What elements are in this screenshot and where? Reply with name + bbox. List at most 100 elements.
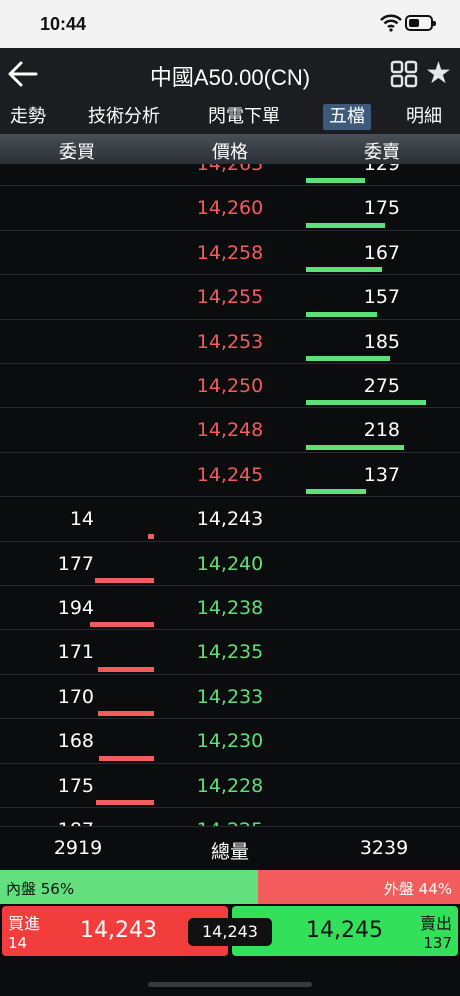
- star-favorite-icon[interactable]: ★: [425, 56, 452, 91]
- sell-price: 14,245: [306, 918, 383, 943]
- bid-column-label: 委買: [59, 142, 95, 163]
- battery-icon: [405, 15, 436, 31]
- tab-details[interactable]: 明細: [406, 106, 442, 127]
- ask-price: 14,245: [196, 463, 264, 486]
- ask-volume-bar: [306, 222, 385, 228]
- tab-order-book[interactable]: 五檔: [323, 104, 371, 130]
- bid-price: 14,230: [196, 730, 264, 753]
- ask-price: 14,250: [196, 375, 264, 397]
- buy-qty: 14: [8, 934, 28, 952]
- bid-quantity: 194: [57, 597, 94, 619]
- sell-label: 賣出: [419, 914, 452, 933]
- order-book[interactable]: 14,263 129 14,260 175 14,258 167 14,255 157 14,2…: [0, 164, 460, 826]
- ask-row[interactable]: 14,248 218: [0, 408, 460, 453]
- tab-quick-order[interactable]: 閃電下單: [208, 106, 280, 127]
- last-price-badge: 14,243: [188, 918, 272, 946]
- ask-price: 14,253: [196, 330, 264, 353]
- bid-volume-bar: [98, 666, 154, 672]
- wifi-icon: [380, 14, 402, 32]
- bid-price: 14,240: [196, 552, 264, 575]
- total-label: 總量: [210, 841, 249, 863]
- total-ask: 3239: [359, 837, 409, 859]
- status-time: 10:44: [40, 14, 87, 34]
- ask-quantity: 275: [363, 375, 400, 397]
- header: 中國A50.00(CN) ★: [0, 48, 460, 100]
- sell-button[interactable]: 14,245 賣出 137: [232, 906, 458, 956]
- buy-price: 14,243: [80, 918, 157, 943]
- ask-quantity: 157: [363, 286, 400, 309]
- bid-price: 14,243: [196, 508, 264, 531]
- inner-volume-label: 內盤 56%: [6, 880, 75, 898]
- bid-row[interactable]: 14,243 14: [0, 497, 460, 542]
- ask-row[interactable]: 14,253 185: [0, 320, 460, 364]
- ask-quantity: 175: [363, 197, 400, 220]
- ask-quantity: 129: [363, 164, 400, 175]
- tab-bar: 走勢 技術分析 閃電下單 五檔 明細: [0, 100, 460, 134]
- bid-volume-bar: [148, 533, 154, 539]
- total-bid: 2919: [53, 837, 103, 859]
- bid-volume-bar: [99, 755, 154, 761]
- ask-price: 14,260: [196, 197, 264, 220]
- bid-price: 14,225: [160, 819, 300, 826]
- bid-quantity: 170: [57, 685, 94, 708]
- totals-row: 2919 總量 3239: [0, 826, 460, 871]
- ask-row[interactable]: 14,260 175: [0, 186, 460, 231]
- bid-row[interactable]: 14,225 187: [0, 808, 460, 826]
- sell-qty: 137: [423, 934, 452, 952]
- ask-quantity: 185: [363, 330, 400, 353]
- bid-quantity: 14: [69, 508, 94, 531]
- bid-row[interactable]: 14,235 171: [0, 630, 460, 675]
- bid-row[interactable]: 14,228 175: [0, 764, 460, 808]
- buy-label: 買進: [8, 914, 41, 933]
- bid-quantity: 168: [57, 730, 94, 753]
- ask-column-label: 委賣: [364, 142, 400, 163]
- outer-volume-label: 外盤 44%: [383, 880, 452, 898]
- ask-row[interactable]: 14,258 167: [0, 231, 460, 276]
- price-column-label: 價格: [212, 142, 248, 163]
- inner-volume-bar: [0, 870, 258, 904]
- inner-outer-ratio-bar: 內盤 56% 外盤 44%: [0, 870, 460, 904]
- ask-row[interactable]: 14,263 129: [0, 164, 460, 187]
- bid-quantity: 171: [57, 641, 94, 664]
- home-indicator[interactable]: [148, 982, 312, 987]
- ask-price: 14,255: [196, 286, 264, 309]
- ask-volume-bar: [306, 444, 404, 450]
- bid-volume-bar: [98, 711, 154, 717]
- ask-price: 14,263: [196, 164, 264, 175]
- outer-volume-bar: [257, 870, 460, 904]
- bid-volume-bar: [95, 577, 154, 583]
- bid-price: 14,228: [196, 774, 264, 797]
- column-header: 委買 價格 委賣: [0, 134, 460, 164]
- bid-price: 14,235: [196, 641, 264, 664]
- bid-row[interactable]: 14,233 170: [0, 675, 460, 720]
- ask-quantity: 137: [363, 463, 400, 486]
- ask-volume-bar: [306, 489, 366, 495]
- ask-volume-bar: [306, 400, 426, 406]
- ask-row[interactable]: 14,250 275: [0, 364, 460, 409]
- bid-quantity: 175: [57, 774, 94, 797]
- ask-volume-bar: [306, 355, 390, 361]
- ask-row[interactable]: 14,255 157: [0, 275, 460, 320]
- ask-volume-bar: [306, 178, 365, 184]
- bid-price: 14,238: [196, 597, 264, 619]
- page-title: 中國A50.00(CN): [149, 65, 311, 90]
- ask-price: 14,258: [196, 241, 264, 264]
- trade-bar: 買進 14 14,243 14,245 賣出 137 14,243: [0, 904, 460, 958]
- ask-row[interactable]: 14,245 137: [0, 453, 460, 498]
- bid-row[interactable]: 14,240 177: [0, 542, 460, 586]
- bid-row[interactable]: 14,238 194: [0, 586, 460, 631]
- ask-quantity: 167: [363, 241, 400, 264]
- bid-volume-bar: [90, 622, 154, 628]
- back-arrow-icon[interactable]: [6, 58, 40, 90]
- home-area: [0, 958, 460, 996]
- grid-menu-icon[interactable]: [390, 60, 418, 88]
- tab-trend[interactable]: 走勢: [10, 106, 46, 127]
- bid-row[interactable]: 14,230 168: [0, 719, 460, 764]
- ask-volume-bar: [306, 311, 377, 317]
- bid-volume-bar: [96, 799, 154, 805]
- bid-quantity: 187: [40, 819, 94, 826]
- ask-volume-bar: [306, 267, 382, 273]
- bid-price: 14,233: [196, 685, 264, 708]
- tab-technical-analysis[interactable]: 技術分析: [88, 106, 160, 127]
- status-bar: 10:44: [0, 0, 460, 48]
